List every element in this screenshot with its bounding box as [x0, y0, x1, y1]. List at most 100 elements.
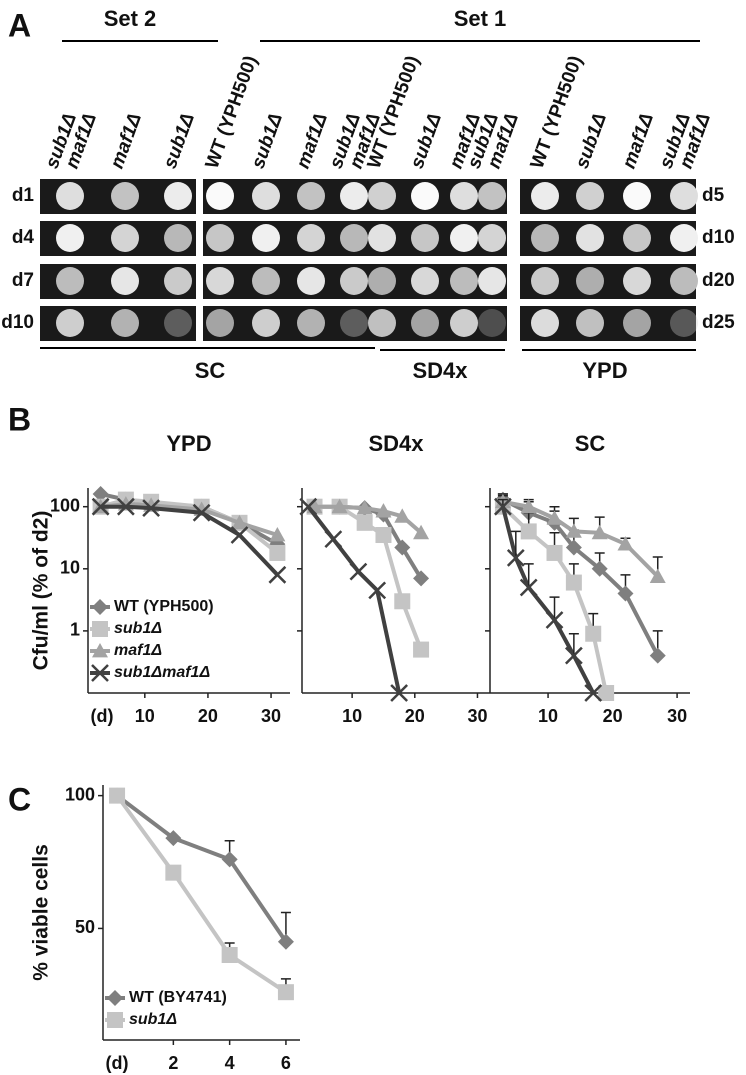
colony-spot — [111, 182, 139, 210]
marker — [142, 499, 161, 517]
marker — [356, 514, 373, 531]
colony-spot — [670, 224, 698, 252]
colony-spot — [670, 267, 698, 295]
x-tick-label: 20 — [405, 706, 425, 726]
marker — [649, 568, 666, 583]
colony-spot — [206, 182, 234, 210]
panel-label: C — [8, 781, 31, 817]
marker — [591, 560, 608, 577]
y-tick-label: 10 — [60, 558, 80, 578]
marker — [564, 646, 583, 665]
marker — [565, 539, 582, 556]
colony-spot — [450, 309, 478, 337]
y-axis-label: Cfu/ml (% of d2) — [30, 511, 53, 671]
column-label: sub1Δ — [248, 111, 287, 172]
colony-spot — [670, 182, 698, 210]
row-label: d1 — [12, 185, 35, 206]
marker — [413, 524, 430, 540]
colony-spot — [56, 224, 84, 252]
colony-spot — [56, 182, 84, 210]
legend-label: sub1Δ — [129, 1011, 177, 1028]
marker — [519, 578, 538, 597]
x-tick-label: 6 — [281, 1053, 291, 1073]
colony-spot — [252, 309, 280, 337]
colony-spot — [368, 224, 396, 252]
marker — [92, 621, 108, 637]
colony-spot — [531, 224, 559, 252]
colony-spot — [252, 182, 280, 210]
marker — [269, 544, 286, 561]
colony-spot — [411, 224, 439, 252]
colony-spot — [531, 267, 559, 295]
colony-spot — [206, 267, 234, 295]
marker — [277, 984, 294, 1001]
colony-spot — [111, 267, 139, 295]
colony-spot — [56, 309, 84, 337]
row-label: d10 — [702, 227, 735, 248]
marker — [585, 625, 602, 642]
colony-spot — [411, 267, 439, 295]
x-tick-label: 20 — [603, 706, 623, 726]
colony-spot — [411, 182, 439, 210]
x-tick-label: 10 — [538, 706, 558, 726]
marker — [545, 611, 564, 629]
marker — [413, 641, 430, 658]
marker — [565, 523, 582, 538]
marker — [192, 503, 211, 522]
colony-spot — [252, 224, 280, 252]
marker — [231, 514, 248, 530]
x-tick-label: 30 — [261, 706, 281, 726]
error-bar — [523, 563, 534, 588]
marker — [324, 530, 343, 549]
colony-spot — [450, 182, 478, 210]
colony-spot — [670, 309, 698, 337]
colony-spot — [623, 309, 651, 337]
column-label: sub1Δ — [572, 111, 611, 172]
y-tick-label: 1 — [70, 620, 80, 640]
series-line — [115, 794, 288, 994]
colony-spot — [368, 267, 396, 295]
medium-label: SD4x — [412, 358, 468, 383]
colony-spot — [368, 309, 396, 337]
colony-spot — [252, 267, 280, 295]
marker — [349, 562, 368, 581]
colony-spot — [623, 267, 651, 295]
colony-spot — [164, 224, 192, 252]
colony-spot — [531, 182, 559, 210]
marker — [546, 510, 563, 525]
colony-spot — [411, 309, 439, 337]
error-bar — [568, 632, 579, 656]
colony-spot — [297, 182, 325, 210]
colony-spot — [111, 309, 139, 337]
x-tick-label: 10 — [342, 706, 362, 726]
x-axis-label: (d) — [106, 1053, 129, 1073]
marker — [598, 685, 615, 701]
row-label: d4 — [12, 227, 35, 248]
colony-spot — [478, 309, 506, 337]
colony-spot — [297, 267, 325, 295]
chart-title: SC — [575, 431, 606, 456]
colony-spot — [206, 309, 234, 337]
series-line — [100, 504, 279, 577]
y-tick-label: 100 — [65, 784, 95, 804]
marker — [221, 851, 238, 868]
marker — [394, 508, 411, 523]
colony-spot — [576, 267, 604, 295]
colony-spot — [576, 309, 604, 337]
colony-spot — [531, 309, 559, 337]
column-label: maf1Δ — [619, 111, 658, 172]
series-line — [115, 794, 288, 943]
colony-spot — [297, 224, 325, 252]
x-tick-label: 4 — [225, 1053, 235, 1073]
colony-spot — [450, 224, 478, 252]
marker — [268, 565, 287, 584]
colony-spot — [576, 224, 604, 252]
y-tick-label: 100 — [50, 495, 80, 515]
marker — [92, 643, 108, 658]
x-tick-label: 20 — [198, 706, 218, 726]
colony-spot — [340, 182, 368, 210]
set-title: Set 1 — [454, 6, 507, 31]
y-tick-label: 50 — [75, 917, 95, 937]
row-label: d7 — [12, 270, 34, 291]
